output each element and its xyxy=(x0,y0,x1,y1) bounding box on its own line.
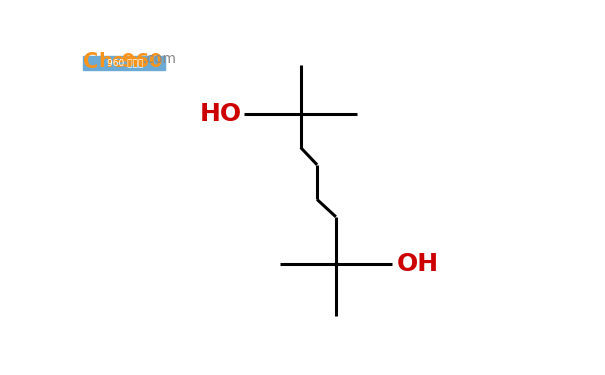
Text: OH: OH xyxy=(397,252,439,276)
Text: C: C xyxy=(83,52,98,72)
Bar xyxy=(83,56,165,69)
Text: 960: 960 xyxy=(122,52,162,71)
Text: hem: hem xyxy=(98,52,146,71)
Text: .com: .com xyxy=(143,52,177,66)
Text: HO: HO xyxy=(200,102,242,126)
Text: 960 化工网: 960 化工网 xyxy=(106,58,143,68)
